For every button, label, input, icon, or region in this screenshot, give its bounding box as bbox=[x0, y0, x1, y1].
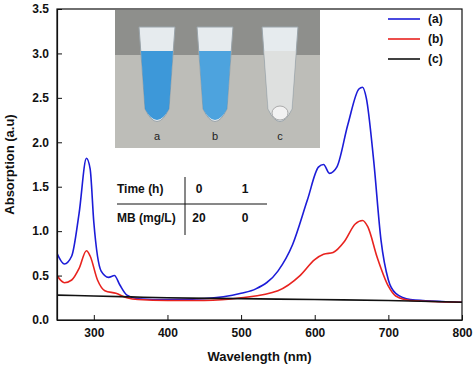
tube-body bbox=[197, 27, 233, 122]
tick-mark bbox=[57, 231, 62, 232]
tick-label: 2.5 bbox=[32, 91, 49, 105]
tick-label: 1.0 bbox=[32, 224, 49, 238]
tick: 300 bbox=[84, 315, 104, 340]
table-cell: 1 bbox=[242, 182, 249, 196]
table-cell: 20 bbox=[192, 211, 206, 225]
photo-background bbox=[115, 10, 320, 148]
tick: 600 bbox=[305, 315, 325, 340]
tick: 500 bbox=[232, 315, 252, 340]
tick-mark bbox=[315, 315, 316, 320]
plot-frame bbox=[57, 9, 462, 320]
x-axis: 300 400 500 600 700 800 bbox=[58, 315, 473, 340]
tick-mark bbox=[388, 315, 389, 320]
inset-table: Time (h) 0 1 MB (mg/L) 20 0 bbox=[117, 177, 267, 235]
tick-label: 600 bbox=[305, 326, 325, 340]
x-axis-title: Wavelength (nm) bbox=[207, 349, 311, 364]
tick-label: 1.5 bbox=[32, 180, 49, 194]
tick-mark bbox=[57, 187, 62, 188]
tick: 700 bbox=[379, 315, 399, 340]
series-line bbox=[57, 87, 462, 302]
tick-label: 700 bbox=[379, 326, 399, 340]
table-rule bbox=[117, 204, 267, 205]
tick-label: 400 bbox=[158, 326, 178, 340]
tick-label: 300 bbox=[84, 326, 104, 340]
tick: 800 bbox=[452, 315, 472, 340]
series-line bbox=[57, 295, 462, 302]
tube bbox=[262, 27, 298, 122]
legend-swatch bbox=[388, 58, 420, 60]
tick-mark bbox=[57, 276, 62, 277]
tick-label: 0.0 bbox=[32, 313, 49, 327]
series-group bbox=[57, 87, 462, 302]
series-line bbox=[57, 220, 462, 302]
legend-label: (b) bbox=[428, 32, 443, 46]
tick-label: 3.0 bbox=[32, 47, 49, 61]
tick-label: 500 bbox=[232, 326, 252, 340]
tick-mark bbox=[94, 315, 95, 320]
adsorbent bbox=[272, 106, 288, 120]
table-cell: 0 bbox=[242, 211, 249, 225]
tube-liquid bbox=[264, 51, 296, 120]
tube-body bbox=[262, 27, 298, 122]
photo-label: a bbox=[154, 130, 161, 142]
legend-label: (a) bbox=[428, 12, 443, 26]
tube-liquid bbox=[199, 51, 231, 120]
legend: (a) (b) (c) bbox=[388, 12, 443, 66]
tick-label: 0.5 bbox=[32, 269, 49, 283]
tick-mark bbox=[57, 53, 62, 54]
photo-label: c bbox=[277, 130, 283, 142]
tick-mark bbox=[57, 98, 62, 99]
tick-label: 800 bbox=[452, 326, 472, 340]
tube bbox=[197, 27, 233, 122]
legend-swatch bbox=[388, 38, 420, 40]
tube-body bbox=[139, 27, 175, 122]
tick-mark bbox=[167, 315, 168, 320]
chart: abcTime (h)01MB (mg/L)200300400500600700… bbox=[0, 0, 474, 373]
legend-swatch bbox=[388, 18, 420, 20]
tube-liquid bbox=[141, 51, 173, 120]
tick-label: 2.0 bbox=[32, 136, 49, 150]
tube bbox=[139, 27, 175, 122]
table-cell: Time (h) bbox=[117, 182, 163, 196]
table-rule bbox=[185, 177, 186, 235]
table-cell: MB (mg/L) bbox=[117, 211, 176, 225]
tick-mark bbox=[241, 315, 242, 320]
tick-mark bbox=[57, 142, 62, 143]
legend-label: (c) bbox=[428, 52, 443, 66]
table-cell: 0 bbox=[196, 182, 203, 196]
tick: 400 bbox=[158, 315, 178, 340]
inset-photo: a b c bbox=[115, 10, 320, 148]
photo-label: b bbox=[212, 130, 218, 142]
plot-area: abcTime (h)01MB (mg/L)200300400500600700… bbox=[32, 2, 473, 339]
y-axis-title: Absorption (a.u) bbox=[2, 114, 17, 214]
tick-label: 3.5 bbox=[32, 2, 49, 16]
